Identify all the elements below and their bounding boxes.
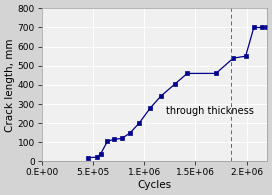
X-axis label: Cycles: Cycles bbox=[137, 180, 172, 190]
Text: through thickness: through thickness bbox=[166, 106, 254, 116]
Y-axis label: Crack length, mm: Crack length, mm bbox=[5, 38, 15, 132]
